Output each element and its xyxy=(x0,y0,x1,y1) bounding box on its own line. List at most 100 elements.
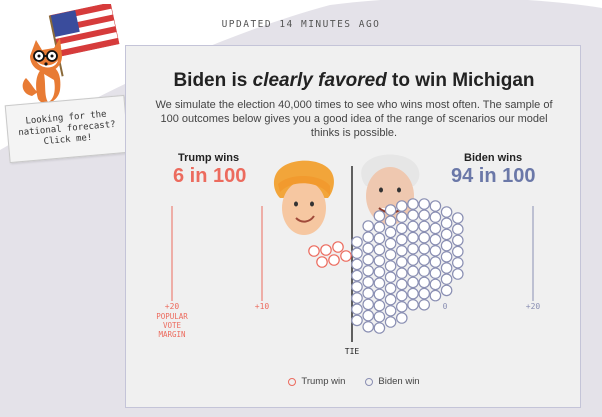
outcome-dot xyxy=(418,298,430,311)
outcome-dot xyxy=(418,254,430,266)
outcome-dot xyxy=(451,223,464,235)
outcome-dot xyxy=(384,282,397,295)
legend-biden-label: Biden win xyxy=(378,376,420,387)
outcome-dot xyxy=(395,267,408,279)
outcome-dot xyxy=(384,226,397,239)
biden-dot-icon xyxy=(365,377,374,386)
outcome-dot xyxy=(429,233,442,246)
outcome-dot xyxy=(418,231,430,244)
page-title: Biden is clearly favored to win Michigan xyxy=(126,70,582,92)
outcome-dot xyxy=(440,273,453,285)
updated-timestamp: UPDATED 14 MINUTES AGO xyxy=(221,19,381,30)
outcome-dot xyxy=(418,220,430,233)
outcome-dot xyxy=(362,298,374,311)
outcome-dot xyxy=(440,228,453,241)
outcome-dot xyxy=(351,269,363,282)
outcome-dot xyxy=(395,233,408,246)
outcome-dots xyxy=(308,198,464,334)
biden-tick-label: 0 xyxy=(443,302,448,311)
outcome-dot xyxy=(407,243,419,255)
legend: Trump win Biden win xyxy=(126,376,582,387)
fox-with-flag-icon xyxy=(22,4,120,113)
outcome-dot xyxy=(429,267,442,279)
outcome-dot xyxy=(373,232,386,245)
tie-label: TIE xyxy=(345,347,360,356)
outcome-dot xyxy=(418,265,430,277)
outcome-dot xyxy=(395,245,408,257)
outcome-dot xyxy=(429,289,442,302)
trump-portrait-icon xyxy=(273,160,334,235)
outcome-dot xyxy=(418,287,430,300)
outcome-dot xyxy=(373,221,386,233)
trump-tick-label: +10 xyxy=(255,302,270,311)
outcome-dot xyxy=(395,312,408,324)
outcome-dot xyxy=(395,200,408,212)
trump-dot-icon xyxy=(288,377,297,386)
outcome-dot xyxy=(418,209,430,221)
outcome-dot xyxy=(384,260,397,272)
outcome-dot xyxy=(373,277,386,289)
caption-line: MARGIN xyxy=(158,330,185,339)
outcome-dot xyxy=(395,278,408,291)
outcome-dot xyxy=(373,310,386,323)
outcome-dot xyxy=(362,287,374,299)
outcome-dot xyxy=(373,266,386,278)
outcome-dot xyxy=(373,243,386,256)
legend-trump-label: Trump win xyxy=(301,376,346,387)
outcome-dot xyxy=(429,256,442,268)
legend-trump: Trump win xyxy=(288,376,345,387)
national-forecast-link[interactable]: Looking for the national forecast? Click… xyxy=(4,94,130,164)
trump-wins-label: Trump wins xyxy=(178,152,240,164)
popular-vote-margin-caption: POPULAR VOTE MARGIN xyxy=(156,312,188,339)
outcome-dot xyxy=(308,245,320,257)
outcome-dot xyxy=(362,231,374,243)
outcome-dot xyxy=(340,250,352,262)
page-subtitle: We simulate the election 40,000 times to… xyxy=(155,99,553,139)
outcome-dot xyxy=(407,209,419,221)
outcome-dot xyxy=(407,298,419,311)
outcome-dot xyxy=(429,278,442,291)
outcome-dot xyxy=(351,236,363,248)
outcome-dot xyxy=(384,316,397,328)
outcome-dot xyxy=(320,244,332,256)
outcome-dot xyxy=(316,256,328,268)
outcome-chart: +20 +10 0 +20 POPULAR VOTE MARGIN TIE xyxy=(156,154,541,356)
outcome-dot xyxy=(384,204,397,216)
right-tick-label: +20 xyxy=(526,302,541,311)
legend-biden: Biden win xyxy=(365,376,420,387)
caption-line: VOTE xyxy=(163,321,182,330)
title-lead: Biden is xyxy=(173,70,253,91)
outcome-dot xyxy=(429,245,442,257)
outcome-dot xyxy=(362,220,374,232)
outcome-dot xyxy=(384,249,397,261)
national-forecast-text: Looking for the national forecast? Click… xyxy=(17,109,116,147)
caption-line: POPULAR xyxy=(156,312,188,321)
outcome-dot xyxy=(418,276,430,289)
outcome-dot xyxy=(440,284,453,297)
outcome-dot xyxy=(362,276,374,288)
outcome-dot xyxy=(395,222,408,235)
outcome-dot xyxy=(351,314,363,327)
outcome-dot xyxy=(373,288,386,301)
outcome-dot xyxy=(362,309,374,322)
outcome-dot xyxy=(451,234,464,247)
outcome-dot xyxy=(351,247,363,259)
outcome-dot xyxy=(418,198,430,210)
left-tick-label: +20 xyxy=(165,302,180,311)
outcome-dot xyxy=(384,293,397,306)
outcome-dot xyxy=(407,220,419,233)
outcome-dot xyxy=(429,211,442,223)
outcome-dot xyxy=(451,245,464,258)
biden-odds: 94 in 100 xyxy=(451,165,536,187)
outcome-dot xyxy=(407,198,419,210)
trump-odds: 6 in 100 xyxy=(173,165,247,187)
outcome-dot xyxy=(407,254,419,266)
forecast-card: Biden is clearly favored to win Michigan… xyxy=(125,45,581,408)
outcome-dot xyxy=(362,242,374,255)
outcome-dot xyxy=(440,239,453,252)
outcome-dot xyxy=(440,262,453,274)
outcome-dot xyxy=(373,322,386,334)
outcome-dot xyxy=(362,253,374,266)
outcome-dot xyxy=(384,237,397,250)
outcome-dot xyxy=(418,243,430,255)
